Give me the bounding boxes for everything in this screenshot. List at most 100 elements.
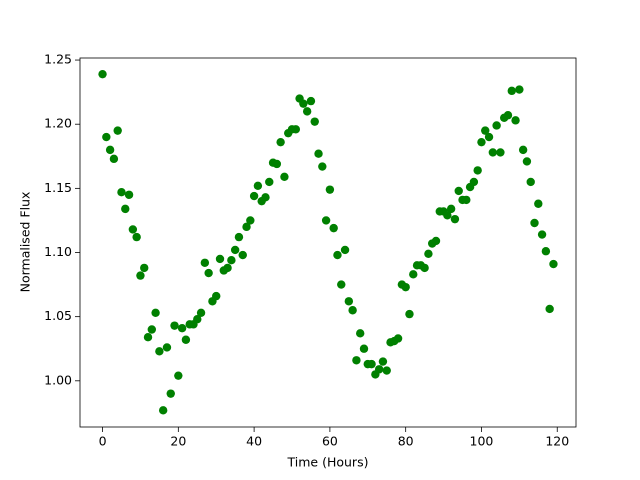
point <box>238 250 247 260</box>
y-tick-label: 1.10 <box>44 244 72 259</box>
point <box>545 304 554 314</box>
point <box>291 125 300 134</box>
point <box>143 332 153 342</box>
point <box>431 236 441 246</box>
point <box>246 216 255 225</box>
point <box>105 145 115 155</box>
point <box>344 297 354 306</box>
point <box>170 321 179 330</box>
point <box>378 357 388 366</box>
y-tick-label: 1.05 <box>44 308 72 323</box>
y-tick-label: 1.00 <box>44 372 72 387</box>
x-tick-label: 40 <box>246 434 262 449</box>
point <box>272 159 282 169</box>
point <box>113 126 122 135</box>
point <box>549 259 558 269</box>
point <box>253 181 263 190</box>
point <box>530 218 539 228</box>
point <box>249 191 259 201</box>
point <box>321 216 331 225</box>
point <box>215 254 225 264</box>
point <box>147 325 157 334</box>
point <box>537 230 547 239</box>
point <box>409 270 418 279</box>
point <box>473 166 482 175</box>
point <box>382 366 391 375</box>
point <box>193 315 202 324</box>
point <box>151 308 160 318</box>
point <box>128 225 138 234</box>
point <box>276 137 285 147</box>
point <box>121 204 130 214</box>
point <box>405 309 414 319</box>
point <box>299 99 308 108</box>
point <box>265 177 274 187</box>
point <box>98 69 107 79</box>
point <box>526 177 535 187</box>
point <box>242 222 251 232</box>
point <box>484 132 494 142</box>
point <box>424 249 433 258</box>
point <box>204 268 213 278</box>
point <box>348 306 357 315</box>
point <box>261 193 270 202</box>
point <box>446 204 456 214</box>
point <box>124 190 134 199</box>
point <box>196 308 206 318</box>
x-tick-label: 60 <box>322 434 338 449</box>
point <box>511 116 520 125</box>
point <box>462 195 471 205</box>
point <box>318 162 327 171</box>
point <box>166 389 175 398</box>
point <box>534 199 543 208</box>
point <box>333 250 342 260</box>
point <box>518 145 528 155</box>
point <box>340 245 350 255</box>
x-tick-label: 20 <box>170 434 186 449</box>
x-tick-label: 0 <box>99 434 107 449</box>
point <box>181 335 191 344</box>
point <box>329 223 338 233</box>
point <box>367 359 376 369</box>
y-tick-label: 1.15 <box>44 180 72 195</box>
point <box>132 232 141 242</box>
point <box>477 137 486 147</box>
point <box>401 282 410 292</box>
point <box>212 291 221 301</box>
point <box>393 334 403 343</box>
x-tick-label: 80 <box>398 434 414 449</box>
point <box>352 356 361 365</box>
x-axis-label: Time (Hours) <box>287 455 369 470</box>
point <box>280 172 289 182</box>
point <box>200 258 210 267</box>
point <box>102 132 111 142</box>
point <box>541 247 551 256</box>
x-tick-label: 120 <box>545 434 569 449</box>
point <box>522 157 532 166</box>
point <box>162 343 172 352</box>
point <box>136 271 145 280</box>
point <box>481 126 490 135</box>
point <box>454 186 463 196</box>
point <box>492 121 501 130</box>
point <box>469 177 479 187</box>
point <box>443 211 452 220</box>
point <box>314 149 323 158</box>
point <box>515 85 524 94</box>
y-tick-label: 1.25 <box>44 52 72 67</box>
point <box>227 256 236 265</box>
x-tick-label: 100 <box>470 434 494 449</box>
point <box>302 107 312 116</box>
y-axis-label: Normalised Flux <box>18 192 33 293</box>
point <box>337 280 346 289</box>
point <box>234 232 244 242</box>
point <box>158 406 168 415</box>
point <box>117 188 126 197</box>
point <box>503 111 513 120</box>
point <box>223 263 232 273</box>
point <box>174 371 183 380</box>
point <box>155 347 164 356</box>
point <box>374 365 384 374</box>
point <box>140 263 149 273</box>
